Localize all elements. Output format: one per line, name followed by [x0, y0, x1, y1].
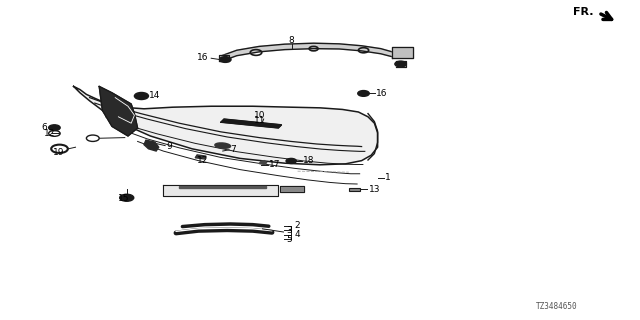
Polygon shape: [221, 43, 396, 61]
Polygon shape: [74, 86, 378, 165]
Text: 18: 18: [303, 156, 315, 165]
Text: 1: 1: [385, 173, 391, 182]
Text: 2: 2: [294, 221, 300, 230]
Polygon shape: [195, 155, 206, 159]
Text: 14: 14: [149, 91, 161, 100]
Circle shape: [395, 61, 406, 67]
Polygon shape: [144, 140, 159, 151]
Ellipse shape: [215, 143, 230, 148]
Text: 4: 4: [294, 230, 300, 239]
Text: 16: 16: [197, 53, 209, 62]
Circle shape: [358, 91, 369, 96]
Polygon shape: [396, 61, 406, 67]
Bar: [349, 188, 360, 191]
Circle shape: [286, 158, 296, 164]
Text: 19: 19: [53, 148, 65, 157]
Text: 12: 12: [44, 129, 55, 138]
Text: 10: 10: [254, 111, 266, 120]
Text: FR.: FR.: [573, 6, 593, 17]
Circle shape: [220, 57, 231, 62]
Polygon shape: [99, 86, 138, 136]
Circle shape: [49, 125, 60, 131]
Text: 3: 3: [286, 226, 292, 235]
Text: 11: 11: [254, 116, 266, 125]
Text: 12: 12: [196, 156, 208, 165]
Circle shape: [120, 194, 134, 201]
Text: 17: 17: [269, 160, 280, 169]
Text: 8: 8: [289, 36, 294, 45]
Text: 6: 6: [42, 124, 47, 132]
Text: 9: 9: [166, 142, 172, 151]
Polygon shape: [163, 185, 278, 196]
Text: 5: 5: [286, 235, 292, 244]
Polygon shape: [219, 55, 229, 61]
Polygon shape: [179, 186, 266, 188]
Polygon shape: [280, 186, 304, 192]
Text: 15: 15: [118, 194, 129, 203]
Polygon shape: [392, 47, 413, 58]
Polygon shape: [221, 119, 282, 128]
Circle shape: [134, 92, 148, 100]
Polygon shape: [259, 161, 267, 164]
Text: 16: 16: [376, 89, 388, 98]
Text: TZ3484650: TZ3484650: [536, 302, 578, 311]
Text: 13: 13: [369, 185, 380, 194]
Text: 7: 7: [230, 145, 236, 154]
